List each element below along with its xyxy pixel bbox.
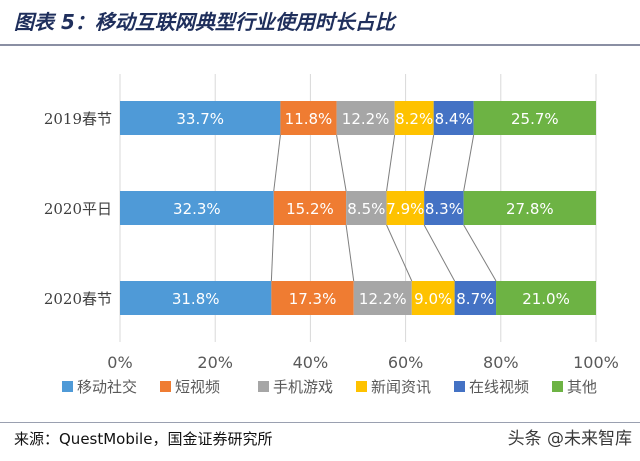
- legend-swatch: [454, 381, 465, 392]
- x-tick-label: 60%: [388, 353, 424, 372]
- bar-segment: [386, 191, 425, 225]
- data-label: 33.7%: [176, 110, 224, 128]
- series-line: [270, 224, 275, 282]
- legend-label: 其他: [567, 378, 597, 396]
- data-label: 8.7%: [456, 290, 494, 308]
- bar-segment: [120, 281, 272, 315]
- data-label: 8.5%: [347, 200, 385, 218]
- legend-swatch: [258, 381, 269, 392]
- bar-segment: [394, 101, 434, 135]
- x-tick-label: 20%: [197, 353, 233, 372]
- bar-segment: [273, 191, 347, 225]
- series-line: [463, 224, 497, 282]
- legend-swatch: [552, 381, 563, 392]
- series-line: [336, 134, 347, 192]
- data-label: 12.2%: [342, 110, 390, 128]
- bar-segment: [463, 191, 596, 225]
- legend-label: 手机游戏: [273, 378, 333, 396]
- category-label: 2020平日: [44, 200, 112, 218]
- bar-segment: [280, 101, 337, 135]
- data-label: 11.8%: [285, 110, 333, 128]
- x-tick-label: 40%: [293, 353, 329, 372]
- series-line: [386, 224, 413, 282]
- data-label: 25.7%: [511, 110, 559, 128]
- series-lines: [270, 134, 497, 282]
- series-line: [423, 224, 456, 282]
- bar-segment: [346, 191, 387, 225]
- data-label: 17.3%: [289, 290, 337, 308]
- data-label: 7.9%: [386, 200, 424, 218]
- bar-segment: [120, 101, 281, 135]
- bar-segment: [454, 281, 497, 315]
- legend-label: 短视频: [175, 378, 220, 396]
- data-label: 15.2%: [286, 200, 334, 218]
- series-line: [273, 134, 281, 192]
- legend-swatch: [356, 381, 367, 392]
- title-rule: [0, 44, 640, 46]
- data-label: 27.8%: [506, 200, 554, 218]
- x-tick-label: 0%: [107, 353, 132, 372]
- bar-segment: [271, 281, 354, 315]
- series-line: [386, 134, 396, 192]
- data-label: 9.0%: [414, 290, 452, 308]
- series-line: [423, 134, 435, 192]
- footer-rule: [0, 422, 640, 423]
- data-label: 12.2%: [359, 290, 407, 308]
- category-labels: 2019春节 2020平日 2020春节: [44, 110, 112, 308]
- figure-title: 图表 5：移动互联网典型行业使用时长占比: [14, 10, 395, 34]
- category-label: 2020春节: [44, 290, 112, 308]
- bar-segment: [336, 101, 395, 135]
- category-label: 2019春节: [44, 110, 112, 128]
- legend-label: 移动社交: [77, 378, 137, 396]
- x-tick-label: 100%: [573, 353, 619, 372]
- bar-segment: [424, 191, 464, 225]
- legend-label: 在线视频: [469, 378, 529, 396]
- data-label: 8.4%: [435, 110, 473, 128]
- data-label: 21.0%: [522, 290, 570, 308]
- legend-label: 新闻资讯: [371, 378, 431, 396]
- data-label: 31.8%: [172, 290, 220, 308]
- legend-swatch: [62, 381, 73, 392]
- bar-segment: [473, 101, 596, 135]
- bar-segment: [353, 281, 412, 315]
- bar-segment: [496, 281, 596, 315]
- x-tick-label: 80%: [483, 353, 519, 372]
- stacked-bar-chart: 33.7% 11.8% 12.2% 8.2% 8.4% 25.7% 32.3% 15.2% 8.…: [44, 74, 619, 396]
- watermark: 头条 @未来智库: [507, 429, 632, 449]
- series-line: [463, 134, 475, 192]
- bar-segment: [433, 101, 474, 135]
- data-label: 8.2%: [395, 110, 433, 128]
- source-note: 来源：QuestMobile，国金证券研究所: [14, 430, 273, 448]
- x-tick-labels: 0% 20% 40% 60% 80% 100%: [107, 353, 619, 372]
- data-label: 8.3%: [425, 200, 463, 218]
- series-line: [345, 224, 355, 282]
- data-label: 32.3%: [173, 200, 221, 218]
- legend-swatch: [160, 381, 171, 392]
- bar-segment: [411, 281, 455, 315]
- bar-segment: [120, 191, 274, 225]
- legend: 移动社交 短视频 手机游戏 新闻资讯 在线视频 其他: [62, 378, 597, 396]
- bars: 33.7% 11.8% 12.2% 8.2% 8.4% 25.7% 32.3% 15.2% 8.…: [120, 101, 596, 315]
